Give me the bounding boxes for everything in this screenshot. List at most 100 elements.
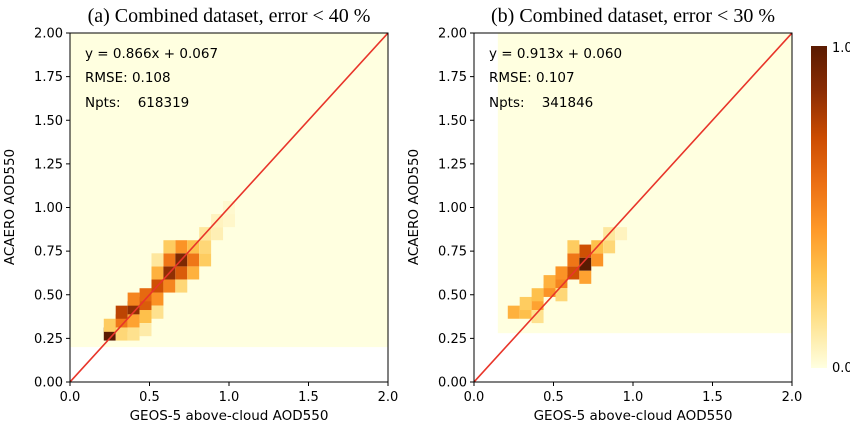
panel-a-background: [70, 33, 388, 348]
y-tick-label: 0.25: [438, 332, 467, 347]
y-tick-label: 1.25: [438, 157, 467, 172]
heatmap-cell: [163, 279, 176, 293]
panel-b-plot-area: [474, 33, 792, 382]
x-tick-label: 2.0: [378, 390, 399, 405]
heatmap-cell: [175, 266, 188, 280]
heatmap-cell: [211, 227, 224, 241]
y-tick-label: 0.00: [438, 376, 467, 391]
heatmap-cell: [151, 253, 164, 267]
panel-a-x-ticks: 0.0 0.5 1.0 1.5 2.0: [60, 382, 399, 405]
heatmap-cell: [139, 288, 152, 302]
y-tick-label: 1.50: [438, 114, 467, 129]
heatmap-cell: [139, 296, 152, 311]
heatmap-cell: [115, 305, 128, 319]
y-tick-label: 1.75: [34, 70, 63, 85]
heatmap-cell: [543, 275, 556, 289]
panel-b-fit-equation: y = 0.913x + 0.060: [489, 46, 622, 62]
heatmap-cell: [579, 257, 592, 271]
heatmap-cell: [579, 270, 592, 284]
heatmap-cell: [579, 244, 592, 258]
y-tick-label: 2.00: [438, 27, 467, 42]
heatmap-cell: [151, 292, 164, 306]
colorbar-gradient: [811, 46, 827, 368]
panel-b-x-ticks: 0.0 0.5 1.0 1.5 2.0: [464, 382, 803, 405]
panel-a: (a) Combined dataset, error < 40 % 0.0 0.…: [2, 5, 398, 424]
panel-a-one-to-one-line: [70, 33, 388, 382]
heatmap-cell: [127, 301, 140, 315]
heatmap-cell: [199, 240, 212, 254]
heatmap-cell: [115, 327, 128, 341]
x-tick-label: 0.5: [543, 390, 564, 405]
panel-b-y-label: ACAERO AOD550: [406, 149, 422, 265]
y-tick-label: 0.75: [438, 245, 467, 260]
panel-b-rmse: RMSE: 0.107: [489, 70, 575, 86]
x-tick-label: 2.0: [782, 390, 803, 405]
heatmap-cell: [163, 240, 176, 254]
heatmap-cell: [139, 310, 152, 324]
heatmap-cell: [151, 266, 164, 280]
heatmap-cell: [531, 310, 544, 324]
x-tick-label: 1.0: [623, 390, 644, 405]
heatmap-cell: [615, 227, 628, 241]
x-tick-label: 0.0: [60, 390, 81, 405]
heatmap-cell: [591, 253, 604, 267]
heatmap-cell: [103, 318, 116, 332]
y-tick-label: 1.00: [34, 201, 63, 216]
heatmap-cell: [175, 240, 188, 254]
heatmap-cell: [199, 253, 212, 267]
heatmap-cell: [555, 288, 568, 302]
heatmap-cell: [103, 327, 116, 341]
heatmap-cell: [507, 305, 520, 319]
heatmap-cell: [603, 240, 616, 254]
heatmap-cell: [555, 266, 568, 280]
colorbar-min-label: 0.0: [832, 361, 850, 376]
panel-a-x-label: GEOS-5 above-cloud AOD550: [130, 408, 329, 424]
heatmap-cell: [223, 214, 235, 228]
panel-b: (b) Combined dataset, error < 30 % 0.0 0.…: [406, 5, 802, 424]
colorbar-max-label: 1.0: [832, 41, 850, 56]
x-tick-label: 0.0: [464, 390, 485, 405]
y-tick-label: 0.50: [34, 288, 63, 303]
heatmap-cell: [127, 292, 140, 306]
x-tick-label: 1.5: [298, 390, 319, 405]
heatmap-cell: [531, 288, 544, 302]
heatmap-cell: [519, 296, 532, 311]
heatmap-cell: [187, 253, 200, 267]
panel-b-npts: Npts: 341846: [489, 95, 593, 111]
panel-a-fit-equation: y = 0.866x + 0.067: [85, 46, 218, 62]
heatmap-cell: [543, 283, 556, 297]
heatmap-cell: [519, 305, 532, 319]
panel-a-plot-area: [70, 33, 388, 382]
y-tick-label: 1.25: [34, 157, 63, 172]
heatmap-cell: [567, 240, 580, 254]
y-tick-label: 2.00: [34, 27, 63, 42]
heatmap-cell: [127, 314, 140, 328]
y-tick-label: 1.50: [34, 114, 63, 129]
panel-a-y-ticks: 0.00 0.25 0.50 0.75 1.00 1.25 1.50 1.75 2.00: [34, 27, 70, 391]
y-tick-label: 1.00: [438, 201, 467, 216]
heatmap-cell: [139, 323, 152, 337]
panel-b-one-to-one-line: [474, 33, 792, 382]
heatmap-cell: [151, 305, 164, 319]
panel-b-y-ticks: 0.00 0.25 0.50 0.75 1.00 1.25 1.50 1.75 2.00: [438, 27, 474, 391]
x-tick-label: 1.0: [219, 390, 240, 405]
y-tick-label: 1.75: [438, 70, 467, 85]
panel-a-npts: Npts: 618319: [85, 95, 189, 111]
x-tick-label: 1.5: [702, 390, 723, 405]
y-tick-label: 0.75: [34, 245, 63, 260]
x-tick-label: 0.5: [139, 390, 160, 405]
heatmap-cell: [531, 296, 544, 311]
heatmap-cell: [115, 314, 128, 328]
heatmap-cell: [127, 327, 140, 341]
y-tick-label: 0.00: [34, 376, 63, 391]
heatmap-cell: [163, 253, 176, 267]
heatmap-cell: [567, 253, 580, 267]
panel-a-title: (a) Combined dataset, error < 40 %: [88, 5, 371, 27]
panel-b-title: (b) Combined dataset, error < 30 %: [491, 5, 775, 27]
y-tick-label: 0.25: [34, 332, 63, 347]
panel-b-x-label: GEOS-5 above-cloud AOD550: [534, 408, 733, 424]
panel-a-y-label: ACAERO AOD550: [2, 149, 18, 265]
colorbar: 1.0 0.0: [811, 41, 850, 376]
y-tick-label: 0.50: [438, 288, 467, 303]
